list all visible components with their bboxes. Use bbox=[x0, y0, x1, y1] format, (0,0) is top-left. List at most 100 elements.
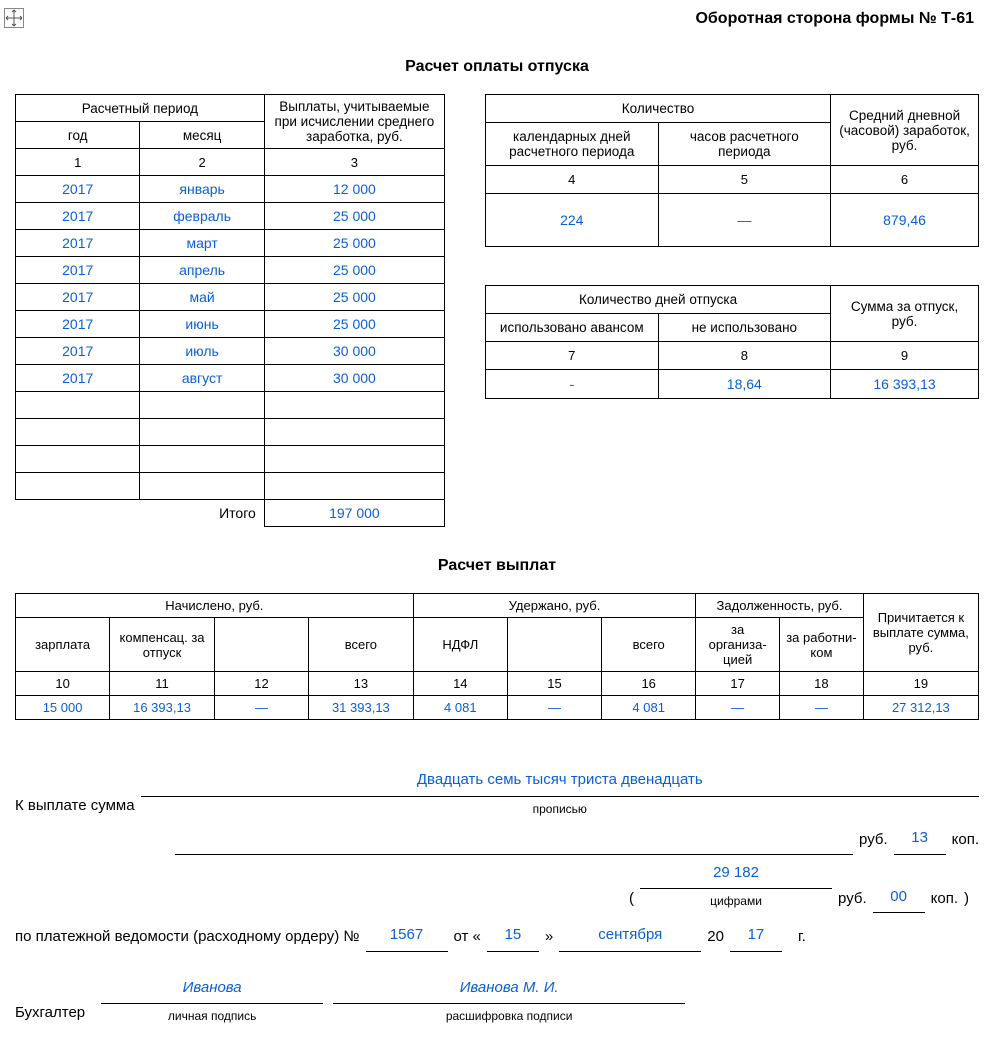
form-header: Оборотная сторона формы № Т-61 bbox=[15, 10, 979, 28]
table-cell: 30 000 bbox=[264, 338, 444, 365]
colnum: 8 bbox=[658, 342, 831, 370]
period-table: Расчетный период Выплаты, учитываемые пр… bbox=[15, 94, 445, 527]
th-days: календарных дней расчетного периода bbox=[486, 123, 659, 166]
val-hours: — bbox=[658, 194, 831, 247]
table-cell: 2017 bbox=[16, 311, 140, 338]
colnum: 15 bbox=[507, 672, 601, 696]
colnum: 10 bbox=[16, 672, 110, 696]
ot-label: от « bbox=[454, 923, 481, 952]
th-withheld: Удержано, руб. bbox=[413, 594, 696, 618]
table-cell bbox=[264, 473, 444, 500]
doc-month: сентября bbox=[559, 921, 701, 952]
colnum: 11 bbox=[110, 672, 215, 696]
to-pay-label: К выплате сумма bbox=[15, 792, 135, 821]
val-days: 224 bbox=[486, 194, 659, 247]
table-cell bbox=[140, 392, 264, 419]
table-cell: 2017 bbox=[16, 284, 140, 311]
th-vacdays: Количество дней отпуска bbox=[486, 286, 831, 314]
paren-open: ( bbox=[629, 885, 634, 914]
table-cell: май bbox=[140, 284, 264, 311]
table-cell: февраль bbox=[140, 203, 264, 230]
table-cell: 2017 bbox=[16, 257, 140, 284]
words-sublabel: прописью bbox=[533, 798, 587, 821]
th-period: Расчетный период bbox=[16, 95, 265, 122]
table-cell bbox=[264, 419, 444, 446]
th-month: месяц bbox=[140, 122, 264, 149]
th-debt: Задолженность, руб. bbox=[696, 594, 863, 618]
year-prefix: 20 bbox=[707, 923, 724, 952]
table-cell: 25 000 bbox=[264, 284, 444, 311]
table-cell: 27 312,13 bbox=[863, 696, 978, 720]
table-cell: апрель bbox=[140, 257, 264, 284]
table-cell: 25 000 bbox=[264, 257, 444, 284]
th-ndfl: НДФЛ bbox=[413, 618, 507, 672]
table-cell: 16 393,13 bbox=[110, 696, 215, 720]
th-blank bbox=[214, 618, 308, 672]
th-org: за организа- цией bbox=[696, 618, 780, 672]
colnum: 9 bbox=[831, 342, 979, 370]
table-cell: июнь bbox=[140, 311, 264, 338]
table-cell bbox=[140, 419, 264, 446]
th-qty: Количество bbox=[486, 95, 831, 123]
itogo-value: 197 000 bbox=[264, 500, 444, 527]
doc-number: 1567 bbox=[366, 921, 448, 952]
doc-line-label: по платежной ведомости (расходному ордер… bbox=[15, 923, 360, 952]
signature: Иванова bbox=[101, 974, 323, 1005]
table-cell bbox=[16, 446, 140, 473]
table-cell: 31 393,13 bbox=[309, 696, 414, 720]
table-cell bbox=[264, 446, 444, 473]
table-cell: 25 000 bbox=[264, 203, 444, 230]
colnum: 14 bbox=[413, 672, 507, 696]
th-total2: всего bbox=[602, 618, 696, 672]
th-notused: не использовано bbox=[658, 314, 831, 342]
payments-table: Начислено, руб. Удержано, руб. Задолженн… bbox=[15, 593, 979, 720]
table-cell: 15 000 bbox=[16, 696, 110, 720]
table-cell: 12 000 bbox=[264, 176, 444, 203]
vacation-days-table: Количество дней отпуска Сумма за отпуск,… bbox=[485, 285, 979, 399]
doc-year: 17 bbox=[730, 921, 782, 952]
th-total1: всего bbox=[309, 618, 414, 672]
colnum: 18 bbox=[780, 672, 864, 696]
quantity-table: Количество Средний дневной (часовой) зар… bbox=[485, 94, 979, 247]
signature-sublabel: личная подпись bbox=[168, 1005, 256, 1028]
th-vacsum: Сумма за отпуск, руб. bbox=[831, 286, 979, 342]
colnum: 3 bbox=[264, 149, 444, 176]
th-year: год bbox=[16, 122, 140, 149]
table-cell: 25 000 bbox=[264, 311, 444, 338]
colnum: 4 bbox=[486, 166, 659, 194]
table-cell: январь bbox=[140, 176, 264, 203]
colnum: 17 bbox=[696, 672, 780, 696]
th-comp: компенсац. за отпуск bbox=[110, 618, 215, 672]
fullname-sublabel: расшифровка подписи bbox=[446, 1005, 573, 1028]
val-avg: 879,46 bbox=[831, 194, 979, 247]
colnum: 13 bbox=[309, 672, 414, 696]
table-cell: 2017 bbox=[16, 338, 140, 365]
colnum: 5 bbox=[658, 166, 831, 194]
table-cell: 2017 bbox=[16, 230, 140, 257]
table-cell: — bbox=[507, 696, 601, 720]
colnum: 16 bbox=[602, 672, 696, 696]
kop-digits: 00 bbox=[873, 883, 925, 914]
table-cell bbox=[16, 473, 140, 500]
table-cell: 30 000 bbox=[264, 365, 444, 392]
table-cell: 2017 bbox=[16, 365, 140, 392]
th-pay: Выплаты, учитываемые при исчислении сред… bbox=[264, 95, 444, 149]
table-cell bbox=[16, 392, 140, 419]
table-cell: 4 081 bbox=[413, 696, 507, 720]
th-avg: Средний дневной (часовой) заработок, руб… bbox=[831, 95, 979, 166]
table-cell: август bbox=[140, 365, 264, 392]
table-cell bbox=[140, 473, 264, 500]
table-cell: 2017 bbox=[16, 203, 140, 230]
raquo: » bbox=[545, 923, 553, 952]
table-cell: — bbox=[780, 696, 864, 720]
table-cell: — bbox=[696, 696, 780, 720]
th-emp: за работни- ком bbox=[780, 618, 864, 672]
doc-day: 15 bbox=[487, 921, 539, 952]
section1-title: Расчет оплаты отпуска bbox=[15, 58, 979, 76]
rub-label2: руб. bbox=[838, 885, 867, 914]
colnum: 6 bbox=[831, 166, 979, 194]
kop-label2: коп. bbox=[931, 885, 958, 914]
kop-label: коп. bbox=[952, 826, 979, 855]
th-accrued: Начислено, руб. bbox=[16, 594, 414, 618]
colnum: 19 bbox=[863, 672, 978, 696]
